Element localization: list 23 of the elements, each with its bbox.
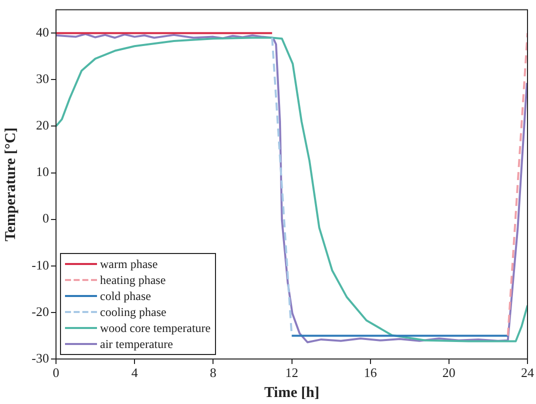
x-tick-label: 24 — [521, 365, 534, 380]
y-tick-label: 10 — [36, 164, 49, 180]
x-tick-label: 20 — [442, 365, 456, 380]
x-axis-title: Time [h] — [264, 384, 320, 401]
x-tick-label: 8 — [210, 365, 216, 380]
x-tick-label: 0 — [52, 365, 60, 380]
legend-label: wood core temperature — [100, 320, 211, 336]
legend-label: warm phase — [100, 256, 158, 272]
y-tick-label: 20 — [36, 118, 49, 133]
legend-label: heating phase — [100, 272, 166, 288]
y-tick-label: -10 — [32, 257, 49, 272]
x-tick-label: 12 — [285, 365, 298, 380]
y-tick-label: 0 — [42, 210, 49, 226]
y-axis-title: Temperature [°C] — [2, 127, 19, 242]
legend-label: cooling phase — [100, 304, 166, 320]
x-tick-label: 16 — [364, 365, 378, 380]
x-tick-label: 4 — [131, 365, 138, 380]
y-tick-label: -20 — [32, 304, 49, 319]
y-tick-label: 30 — [36, 71, 49, 86]
y-tick-label: -30 — [32, 350, 49, 366]
legend-label: cold phase — [100, 288, 151, 304]
legend-label: air temperature — [100, 336, 173, 352]
y-tick-label: 40 — [36, 24, 49, 40]
